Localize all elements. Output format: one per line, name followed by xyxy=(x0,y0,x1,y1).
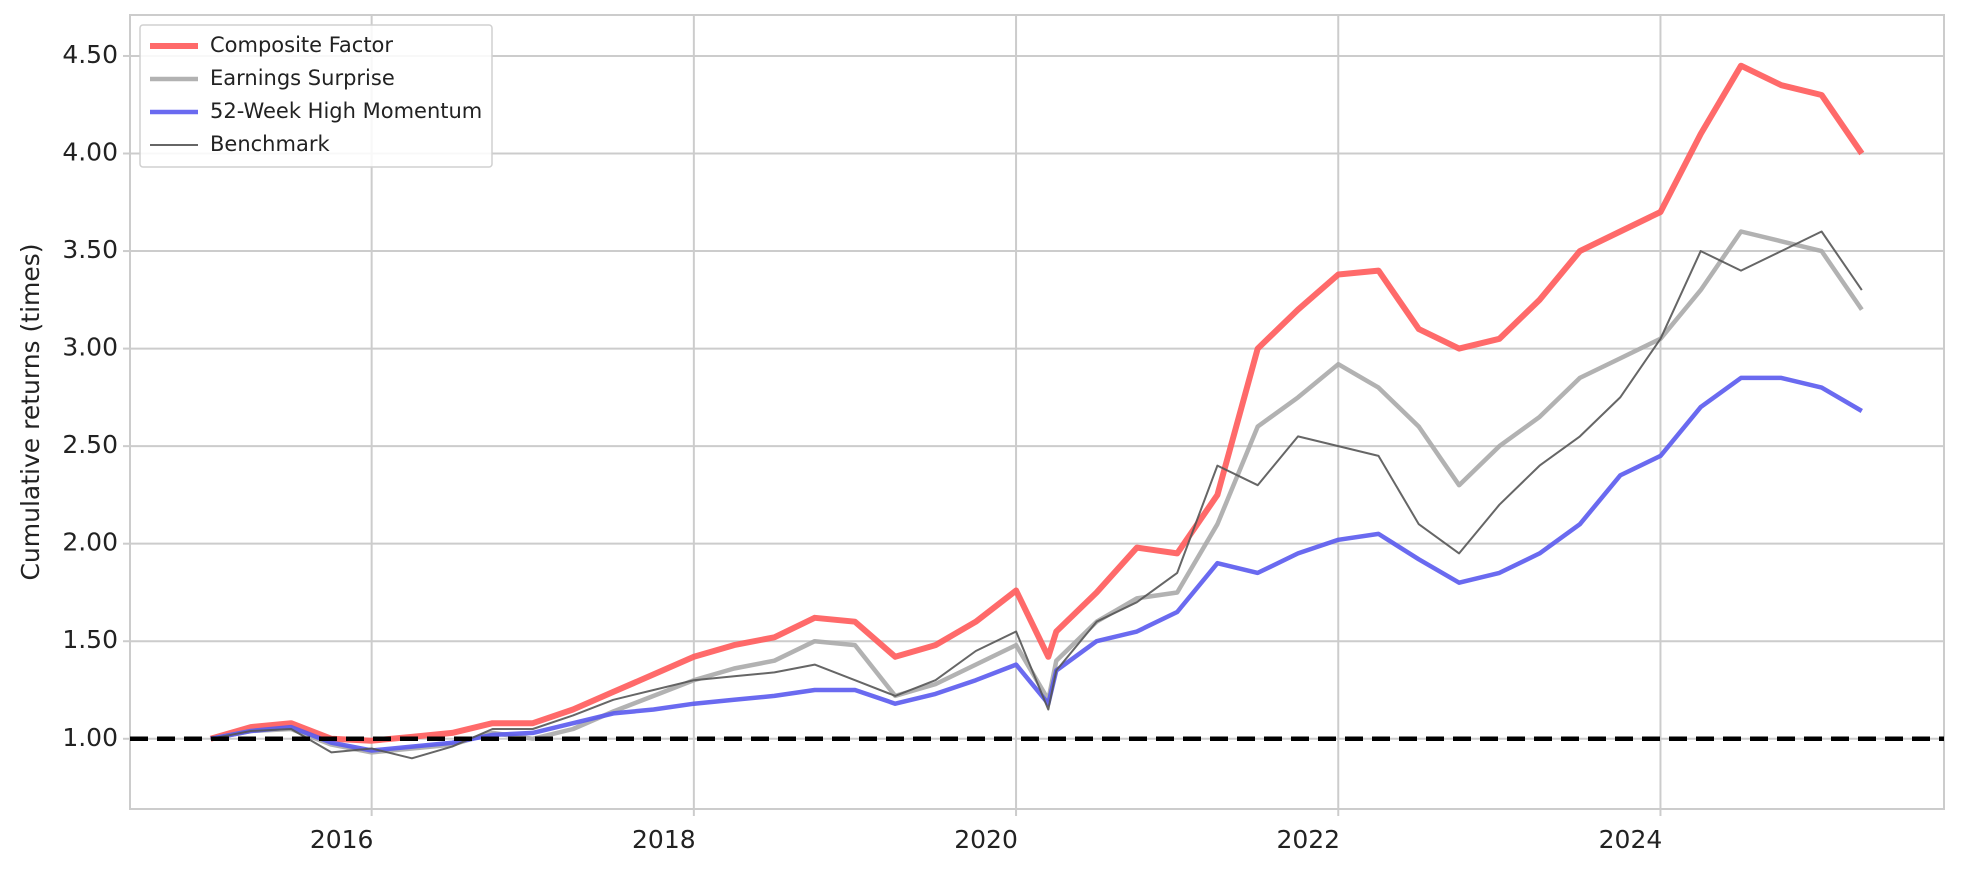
y-tick-label: 4.00 xyxy=(62,138,118,167)
y-tick-label: 3.50 xyxy=(62,235,118,264)
x-tick-label: 2020 xyxy=(954,825,1018,854)
legend: Composite Factor Earnings Surprise 52-Week… xyxy=(139,24,493,168)
x-tick-label: 2022 xyxy=(1276,825,1340,854)
legend-label: 52-Week High Momentum xyxy=(210,99,482,123)
legend-label: Composite Factor xyxy=(210,33,393,57)
series-line xyxy=(210,229,1864,755)
legend-label: Benchmark xyxy=(210,132,330,156)
x-tick-label: 2024 xyxy=(1599,825,1663,854)
y-tick-label: 2.00 xyxy=(62,528,118,557)
series-line xyxy=(210,230,1863,760)
x-tick-label: 2016 xyxy=(310,825,374,854)
y-tick-label: 3.00 xyxy=(62,333,118,362)
y-axis-label: Cumulative returns (times) xyxy=(16,243,45,580)
legend-label: Earnings Surprise xyxy=(210,66,395,90)
plot-frame xyxy=(129,14,1945,810)
y-tick-label: 1.50 xyxy=(62,625,118,654)
series-line xyxy=(210,375,1863,753)
y-tick-label: 2.50 xyxy=(62,430,118,459)
series-line xyxy=(209,62,1865,744)
x-tick-label: 2018 xyxy=(632,825,696,854)
y-tick-label: 4.50 xyxy=(62,40,118,69)
y-tick-label: 1.00 xyxy=(62,723,118,752)
legend-box xyxy=(139,24,493,168)
